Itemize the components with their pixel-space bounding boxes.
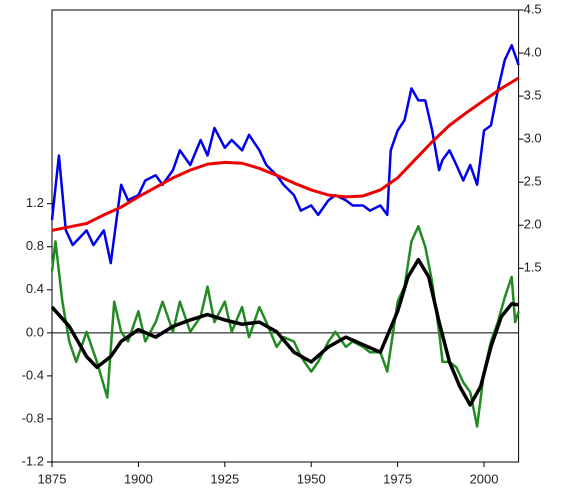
y-tick-label: 1.2	[26, 195, 44, 210]
y2-tick-label: 3.0	[524, 131, 542, 146]
x-tick-label: 1950	[297, 471, 326, 486]
x-tick-label: 1975	[383, 471, 412, 486]
y-tick-label: -0.4	[22, 367, 44, 382]
x-tick-label: 1925	[210, 471, 239, 486]
series-line	[50, 44, 520, 265]
x-tick-label: 2000	[470, 471, 499, 486]
x-tick-label: 1900	[124, 471, 153, 486]
y-tick-label: -1.2	[22, 453, 44, 468]
series-line	[50, 257, 519, 407]
series-line	[50, 225, 520, 428]
y2-tick-label: 4.0	[524, 44, 542, 59]
y-tick-label: 0.0	[26, 324, 44, 339]
y2-tick-label: 2.5	[524, 174, 542, 189]
y-tick-label: 0.8	[26, 238, 44, 253]
y2-tick-label: 1.5	[524, 260, 542, 275]
series-line	[51, 76, 520, 232]
y2-tick-label: 3.5	[524, 88, 542, 103]
y-tick-label: 0.4	[26, 281, 44, 296]
y2-tick-label: 2.0	[524, 217, 542, 232]
x-tick-label: 1875	[38, 471, 67, 486]
y-tick-label: -0.8	[22, 410, 44, 425]
y2-tick-label: 4.5	[524, 1, 542, 16]
plot-frame	[51, 9, 520, 463]
